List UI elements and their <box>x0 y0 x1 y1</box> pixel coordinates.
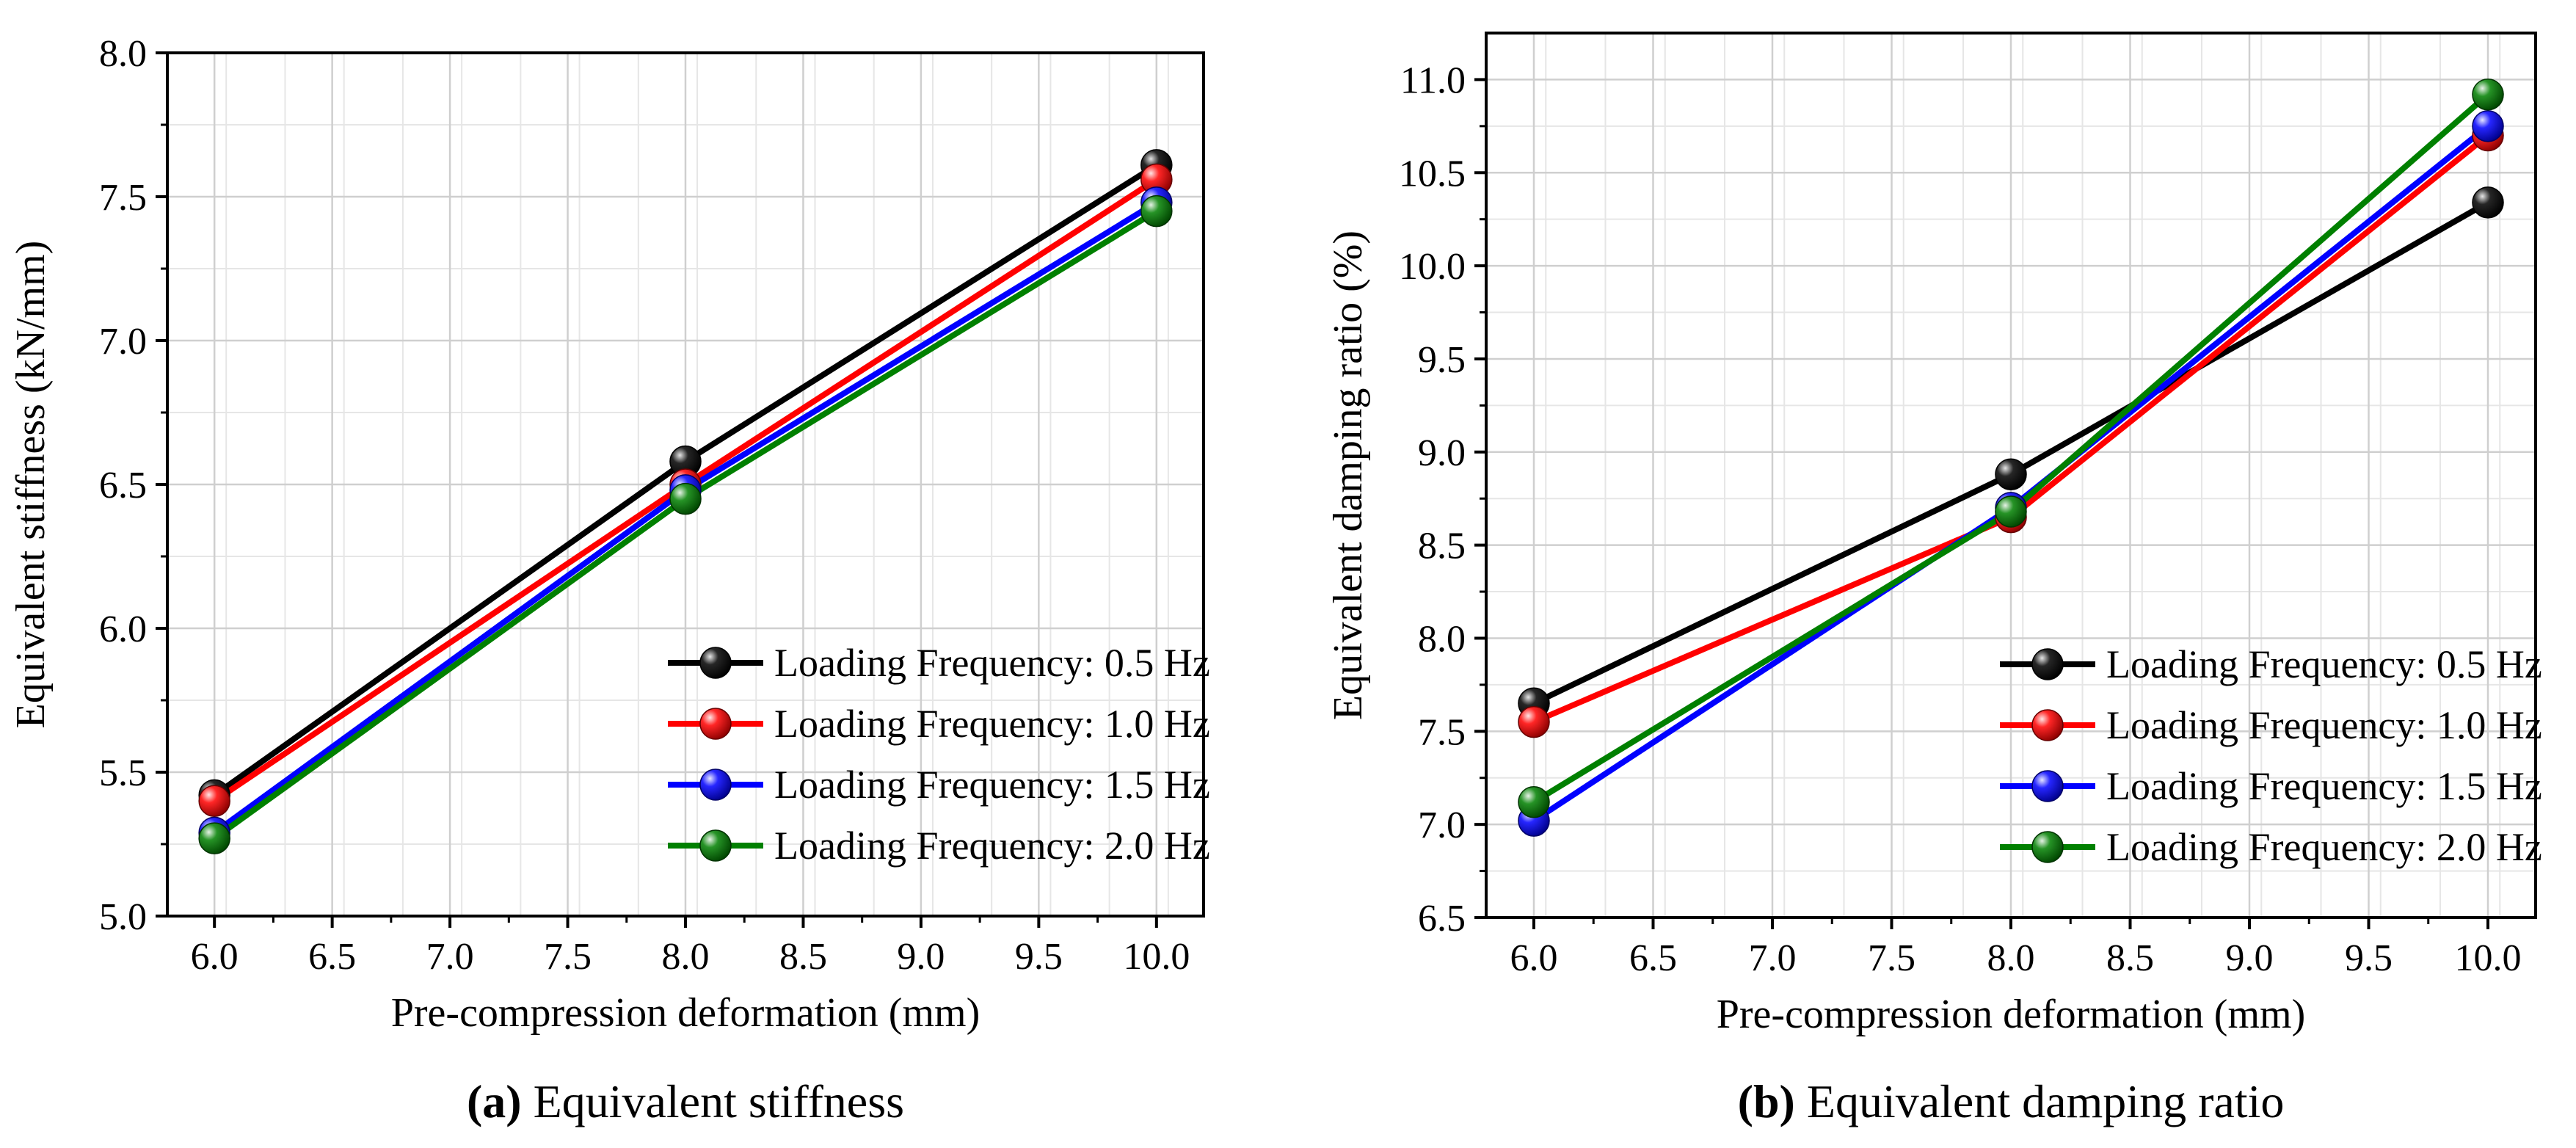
legend-label: Loading Frequency: 0.5 Hz <box>2106 642 2542 686</box>
y-axis-label: Equivalent stiffness (kN/mm) <box>8 241 54 729</box>
x-tick-label: 7.0 <box>426 936 474 978</box>
x-tick-label: 9.5 <box>1015 936 1063 978</box>
legend-marker <box>699 647 732 679</box>
legend-marker <box>2031 831 2064 863</box>
y-tick-label: 9.5 <box>1418 339 1466 381</box>
y-tick-label: 5.5 <box>99 752 147 794</box>
x-axis-label: Pre-compression deformation (mm) <box>391 990 980 1036</box>
caption-spacer <box>522 1075 534 1127</box>
data-point <box>2472 110 2504 142</box>
data-point <box>2472 78 2504 111</box>
caption-text: Equivalent damping ratio <box>1807 1075 2285 1127</box>
x-tick-label: 9.0 <box>897 936 945 978</box>
x-tick-label: 10.0 <box>2455 937 2522 979</box>
x-axis-label: Pre-compression deformation (mm) <box>1717 992 2305 1037</box>
panel-a-stiffness-chart: 6.0 6.5 7.0 7.5 8.0 8.5 9.0 9.5 10.0 5.0 5.5 6.0 6.5… <box>8 33 1210 1127</box>
legend-marker <box>2031 648 2064 680</box>
data-point <box>2472 186 2504 219</box>
y-tick-label: 6.0 <box>99 608 147 650</box>
data-point <box>669 482 702 515</box>
caption-spacer <box>1795 1075 1807 1127</box>
x-tick-label: 8.5 <box>779 936 827 978</box>
legend-marker <box>2031 770 2064 802</box>
x-tick-label: 6.0 <box>191 936 239 978</box>
legend: Loading Frequency: 0.5 Hz Loading Frequen… <box>668 641 1210 868</box>
data-point <box>198 785 230 817</box>
legend-label: Loading Frequency: 2.0 Hz <box>774 824 1210 868</box>
y-tick-label: 7.0 <box>1418 804 1466 846</box>
x-tick-label: 7.0 <box>1749 937 1797 979</box>
legend-label: Loading Frequency: 1.0 Hz <box>774 702 1210 746</box>
y-tick-label: 10.5 <box>1399 153 1466 195</box>
x-tick-label: 9.0 <box>2226 937 2274 979</box>
y-tick-label: 6.5 <box>99 465 147 506</box>
y-axis-label: Equivalent damping ratio (%) <box>1325 230 1371 720</box>
y-tick-label: 8.0 <box>99 33 147 75</box>
legend-marker <box>2031 709 2064 741</box>
caption-text: Equivalent stiffness <box>534 1075 904 1127</box>
x-tick-label: 8.0 <box>662 936 710 978</box>
panel-label: (b) <box>1738 1075 1795 1127</box>
panel-caption: (b) Equivalent damping ratio <box>1738 1075 2285 1127</box>
legend-label: Loading Frequency: 0.5 Hz <box>774 641 1210 685</box>
y-tick-label: 7.5 <box>99 177 147 219</box>
x-tick-label: 6.5 <box>1629 937 1677 979</box>
y-tick-label: 6.5 <box>1418 898 1466 940</box>
legend-marker <box>699 829 732 862</box>
x-tick-label: 7.5 <box>544 936 592 978</box>
panel-b-damping-ratio-chart: 6.0 6.5 7.0 7.5 8.0 8.5 9.0 9.5 10.0 6.5 7.0 7.5 8.0… <box>1325 32 2542 1127</box>
legend-marker <box>699 708 732 740</box>
x-tick-label: 9.5 <box>2345 937 2393 979</box>
y-tick-label: 7.5 <box>1418 711 1466 753</box>
x-tick-label: 8.5 <box>2106 937 2154 979</box>
y-tick-label: 5.0 <box>99 896 147 938</box>
data-point <box>1995 458 2027 490</box>
legend-label: Loading Frequency: 2.0 Hz <box>2106 825 2542 869</box>
y-tick-label: 10.0 <box>1399 246 1466 288</box>
y-tick-label: 9.0 <box>1418 432 1466 474</box>
legend-label: Loading Frequency: 1.0 Hz <box>2106 703 2542 747</box>
data-point <box>1518 705 1550 738</box>
panel-caption: (a) Equivalent stiffness <box>467 1075 904 1127</box>
y-tick-label: 11.0 <box>1400 59 1466 101</box>
x-tick-label: 6.0 <box>1510 937 1558 979</box>
panel-label: (a) <box>467 1075 522 1127</box>
data-point <box>1140 195 1173 228</box>
data-point <box>198 822 230 854</box>
y-tick-label: 8.0 <box>1418 618 1466 660</box>
x-tick-label: 7.5 <box>1868 937 1915 979</box>
x-tick-label: 10.0 <box>1123 936 1190 978</box>
data-point <box>1518 785 1550 818</box>
x-tick-label: 6.5 <box>308 936 356 978</box>
legend-label: Loading Frequency: 1.5 Hz <box>774 763 1210 807</box>
legend-marker <box>699 769 732 801</box>
legend: Loading Frequency: 0.5 Hz Loading Frequen… <box>2000 642 2542 869</box>
y-tick-label: 7.0 <box>99 321 147 363</box>
data-point <box>1995 495 2027 528</box>
y-tick-label: 8.5 <box>1418 526 1466 567</box>
x-tick-label: 8.0 <box>1987 937 2035 979</box>
legend-label: Loading Frequency: 1.5 Hz <box>2106 764 2542 808</box>
